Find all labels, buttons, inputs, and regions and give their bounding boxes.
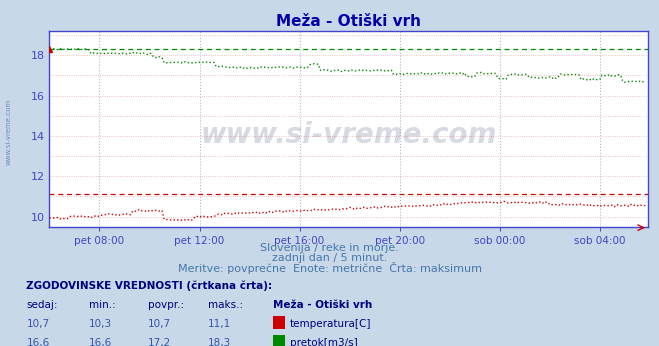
Text: www.si-vreme.com: www.si-vreme.com [200,121,497,149]
Text: zadnji dan / 5 minut.: zadnji dan / 5 minut. [272,253,387,263]
Text: Meža - Otiški vrh: Meža - Otiški vrh [273,300,373,310]
Text: 11,1: 11,1 [208,319,231,329]
Text: 18,3: 18,3 [208,338,231,346]
Text: 10,7: 10,7 [148,319,171,329]
Text: Slovenija / reke in morje.: Slovenija / reke in morje. [260,243,399,253]
Text: 10,3: 10,3 [89,319,112,329]
Text: maks.:: maks.: [208,300,243,310]
Text: povpr.:: povpr.: [148,300,185,310]
Text: temperatura[C]: temperatura[C] [290,319,372,329]
Text: 17,2: 17,2 [148,338,171,346]
Title: Meža - Otiški vrh: Meža - Otiški vrh [276,13,421,29]
Text: min.:: min.: [89,300,116,310]
Text: 16,6: 16,6 [26,338,49,346]
Text: Meritve: povprečne  Enote: metrične  Črta: maksimum: Meritve: povprečne Enote: metrične Črta:… [177,262,482,274]
Text: pretok[m3/s]: pretok[m3/s] [290,338,358,346]
Text: 16,6: 16,6 [89,338,112,346]
Text: sedaj:: sedaj: [26,300,58,310]
Text: 10,7: 10,7 [26,319,49,329]
Text: www.si-vreme.com: www.si-vreme.com [5,98,11,165]
Text: ZGODOVINSKE VREDNOSTI (črtkana črta):: ZGODOVINSKE VREDNOSTI (črtkana črta): [26,280,272,291]
